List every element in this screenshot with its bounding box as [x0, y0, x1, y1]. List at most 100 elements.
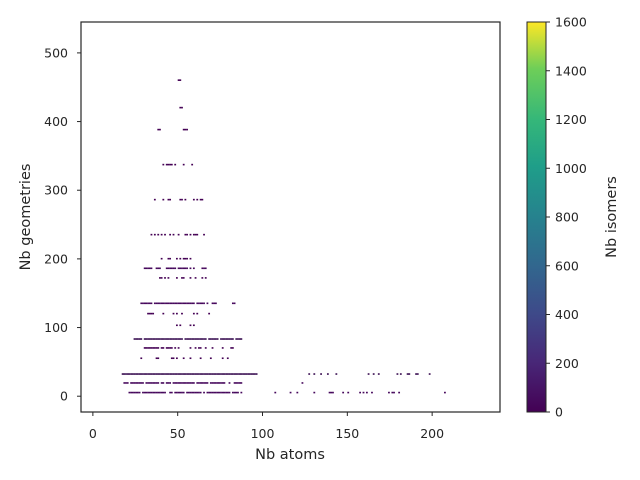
histogram-bin	[211, 382, 214, 384]
histogram-bin	[199, 302, 202, 305]
histogram-bin	[143, 338, 146, 340]
histogram-bin	[198, 382, 200, 384]
histogram-bin	[208, 391, 211, 394]
histogram-bin	[201, 198, 204, 201]
y-tick-label: 0	[60, 389, 68, 404]
histogram-bin	[192, 312, 195, 315]
histogram-bin	[172, 373, 175, 375]
histogram-bin	[170, 347, 173, 349]
histogram-bin	[152, 338, 155, 340]
histogram-bin	[187, 302, 190, 305]
histogram-bin	[140, 302, 143, 305]
histogram-bin	[209, 391, 212, 394]
histogram-bin	[140, 373, 143, 375]
y-tick-label: 100	[44, 320, 68, 335]
histogram-bin	[238, 382, 241, 384]
histogram-bin	[130, 391, 132, 394]
histogram-bin	[201, 277, 204, 279]
histogram-bin	[174, 373, 177, 375]
histogram-bin	[157, 347, 160, 349]
histogram-bin	[313, 391, 316, 394]
histogram-bin	[359, 391, 362, 394]
histogram-bin	[347, 391, 350, 394]
histogram-bin	[196, 302, 199, 305]
histogram-bin	[126, 382, 129, 384]
histogram-bin	[189, 324, 192, 327]
histogram-bin	[159, 277, 161, 279]
histogram-bin	[237, 382, 239, 384]
histogram-bin	[133, 391, 136, 394]
histogram-bin	[221, 347, 224, 349]
histogram-bin	[226, 357, 229, 360]
histogram-bin	[192, 233, 195, 236]
histogram-bin	[150, 302, 153, 305]
histogram-bin	[320, 373, 322, 375]
histogram-bin	[135, 382, 138, 384]
histogram-bin	[152, 391, 155, 394]
histogram-bin	[231, 302, 234, 305]
histogram-bin	[399, 373, 402, 375]
histogram-bin	[175, 357, 178, 360]
histogram-bin	[130, 382, 132, 384]
histogram-bin	[179, 257, 182, 260]
histogram-bin	[191, 382, 194, 384]
histogram-bin	[191, 338, 194, 340]
histogram-bin	[192, 391, 195, 394]
histogram-bin	[169, 257, 172, 260]
histogram-bin	[170, 373, 173, 375]
histogram-bin	[143, 391, 146, 394]
histogram-bin	[206, 382, 209, 384]
histogram-bin	[192, 267, 195, 270]
histogram-bin	[155, 302, 158, 305]
histogram-bin	[231, 347, 234, 349]
colorbar-tick-label: 0	[555, 405, 563, 420]
histogram-bin	[226, 373, 229, 375]
histogram-bin	[172, 382, 175, 384]
histogram-bin	[147, 338, 149, 340]
y-tick-label: 300	[44, 183, 68, 198]
histogram-bin	[218, 391, 221, 394]
histogram-bin	[189, 267, 192, 270]
histogram-bin	[170, 338, 173, 340]
histogram-bin	[147, 312, 149, 315]
histogram-bin	[167, 382, 170, 384]
histogram-bin	[189, 382, 192, 384]
histogram-bin	[153, 347, 156, 349]
histogram-bin	[167, 267, 170, 270]
histogram-bin	[199, 382, 202, 384]
histogram-bin	[125, 382, 127, 384]
histogram-bin	[162, 198, 165, 201]
histogram-bin	[175, 382, 178, 384]
histogram-bin	[296, 391, 299, 394]
histogram-bin	[201, 267, 204, 270]
histogram-bin	[184, 128, 187, 131]
histogram-bin	[160, 233, 163, 236]
histogram-bin	[125, 373, 127, 375]
histogram-bin	[181, 198, 183, 201]
histogram-bin	[147, 302, 149, 305]
histogram-bin	[170, 267, 173, 270]
histogram-bin	[160, 347, 163, 349]
histogram-bin	[199, 347, 202, 349]
histogram-bin	[194, 347, 197, 349]
histogram-bin	[215, 391, 217, 394]
histogram-bin	[142, 391, 144, 394]
histogram-bin	[172, 357, 175, 360]
histogram-bin	[225, 391, 227, 394]
histogram-bin	[240, 373, 243, 375]
histogram-bin	[153, 198, 156, 201]
histogram-bin	[191, 391, 194, 394]
histogram-bin	[184, 382, 187, 384]
histogram-bin	[174, 382, 177, 384]
histogram-bin	[237, 373, 239, 375]
histogram-bin	[159, 302, 161, 305]
histogram-bin	[150, 391, 153, 394]
histogram-bin	[138, 373, 141, 375]
histogram-bin	[208, 373, 211, 375]
histogram-bin	[142, 382, 144, 384]
histogram-bin	[233, 373, 236, 375]
histogram-bin	[235, 373, 238, 375]
histogram-bin	[199, 373, 202, 375]
histogram-bin	[167, 347, 170, 349]
histogram-bin	[181, 373, 183, 375]
